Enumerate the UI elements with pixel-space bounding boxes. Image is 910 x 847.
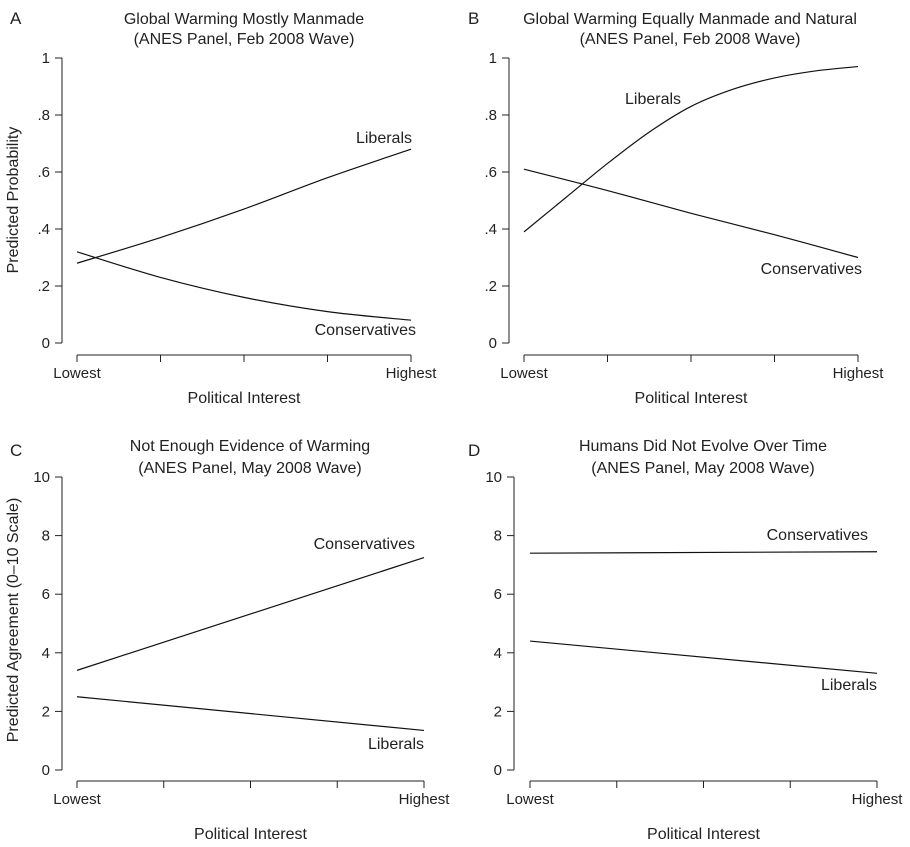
x-axis-label: Political Interest <box>194 826 307 843</box>
chart-title-line: Humans Did Not Evolve Over Time <box>579 438 827 455</box>
x-tick-label: Highest <box>386 365 438 382</box>
series-line-liberals <box>76 696 425 732</box>
series-label-conservatives: Conservatives <box>761 261 862 278</box>
series-label-liberals: Liberals <box>625 91 681 108</box>
series-label-conservatives: Conservatives <box>315 322 416 339</box>
y-tick-label: 4 <box>494 645 502 662</box>
y-axis-label: Predicted Agreement (0–10 Scale) <box>5 498 22 743</box>
y-tick-label: .2 <box>37 278 50 295</box>
y-tick-label: 8 <box>42 528 50 545</box>
panel-c: C Not Enough Evidence of Warming (ANES Pan… <box>5 438 450 843</box>
chart-title-line: (ANES Panel, May 2008 Wave) <box>138 460 362 477</box>
y-tick-label: 0 <box>42 762 50 779</box>
x-tick-label: Lowest <box>500 365 548 382</box>
y-tick-label: 0 <box>42 335 50 352</box>
series-label-conservatives: Conservatives <box>767 527 868 544</box>
y-tick-label: 10 <box>33 469 50 486</box>
x-tick-label: Lowest <box>53 791 101 808</box>
y-tick-label: 10 <box>485 469 502 486</box>
x-axis-label: Political Interest <box>635 390 748 407</box>
y-tick-label: .4 <box>484 221 497 238</box>
series-label-liberals: Liberals <box>356 130 412 147</box>
panel-letter: D <box>468 441 480 460</box>
y-tick-label: .6 <box>484 164 497 181</box>
panel-d: D Humans Did Not Evolve Over Time (ANES Pa… <box>468 438 903 843</box>
series-label-conservatives: Conservatives <box>314 536 415 553</box>
x-tick-label: Lowest <box>53 365 101 382</box>
y-tick-label: 6 <box>494 586 502 603</box>
chart-title-line: Not Enough Evidence of Warming <box>130 438 370 455</box>
x-tick-label: Lowest <box>506 791 554 808</box>
panel-a: A Global Warming Mostly Manmade (ANES Pane… <box>5 9 437 407</box>
panel-letter: A <box>10 9 22 28</box>
x-tick-label: Highest <box>833 365 885 382</box>
x-axis-label: Political Interest <box>188 390 301 407</box>
y-tick-label: 6 <box>42 586 50 603</box>
y-tick-label: .8 <box>37 107 50 124</box>
y-tick-label: .4 <box>37 221 50 238</box>
series-line-conservatives <box>529 551 878 554</box>
y-tick-label: 2 <box>42 703 50 720</box>
y-tick-label: 1 <box>489 50 497 67</box>
chart-title-line: Global Warming Mostly Manmade <box>124 11 364 28</box>
panel-b: B Global Warming Equally Manmade and Natu… <box>468 9 884 407</box>
y-tick-label: 2 <box>494 703 502 720</box>
series-line-conservatives <box>76 251 412 321</box>
y-tick-label: 8 <box>494 528 502 545</box>
chart-title-line: (ANES Panel, Feb 2008 Wave) <box>134 31 355 48</box>
series-line-liberals <box>76 148 412 264</box>
series-label-liberals: Liberals <box>368 736 424 753</box>
y-tick-label: 0 <box>494 762 502 779</box>
y-axis-label: Predicted Probability <box>5 127 22 274</box>
y-tick-label: .6 <box>37 164 50 181</box>
y-tick-label: 1 <box>42 50 50 67</box>
series-line-conservatives <box>523 168 859 259</box>
series-line-conservatives <box>76 557 425 671</box>
y-tick-label: 4 <box>42 645 50 662</box>
series-line-liberals <box>523 65 859 233</box>
x-tick-label: Highest <box>852 791 904 808</box>
chart-title-line: (ANES Panel, Feb 2008 Wave) <box>580 31 801 48</box>
panel-letter: C <box>10 441 22 460</box>
y-tick-label: .2 <box>484 278 497 295</box>
x-tick-label: Highest <box>399 791 451 808</box>
chart-title-line: (ANES Panel, May 2008 Wave) <box>591 460 815 477</box>
panel-letter: B <box>468 9 479 28</box>
y-tick-label: 0 <box>489 335 497 352</box>
x-axis-label: Political Interest <box>647 826 760 843</box>
y-tick-label: .8 <box>484 107 497 124</box>
series-line-liberals <box>529 640 878 674</box>
chart-title-line: Global Warming Equally Manmade and Natur… <box>523 11 857 28</box>
series-label-liberals: Liberals <box>821 677 877 694</box>
